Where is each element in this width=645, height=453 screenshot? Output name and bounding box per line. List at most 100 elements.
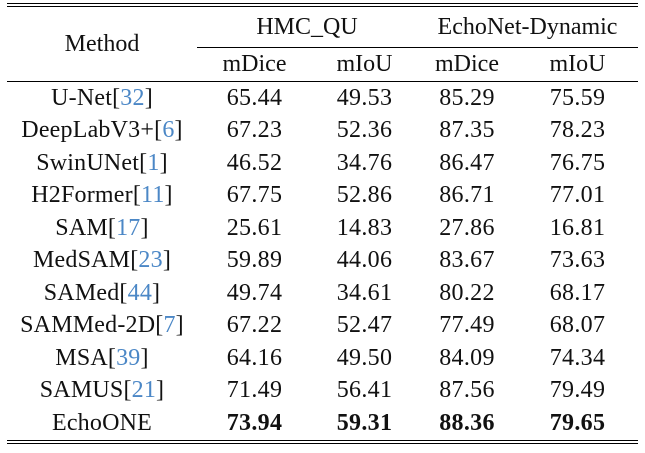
value-hmcqu-mdice: 46.52 [226, 149, 283, 176]
method-name: DeepLabV3+ [21, 117, 155, 144]
citation-link[interactable]: 44 [127, 279, 153, 306]
citation-bracket-close: ] [140, 214, 149, 241]
value-echonet-mdice: 80.22 [439, 279, 495, 306]
citation: [1] [139, 150, 168, 176]
method-cell: DeepLabV3+[6] [7, 115, 197, 148]
method-name: SAMMed-2D [20, 312, 156, 339]
citation-bracket-open: [ [112, 84, 121, 111]
value-hmcqu-mdice: 64.16 [226, 344, 283, 371]
value-hmcqu-miou: 14.83 [336, 214, 393, 241]
value-hmcqu-mdice: 67.23 [226, 117, 283, 144]
citation-bracket-close: ] [156, 377, 165, 404]
citation: [7] [155, 312, 184, 338]
value-hmcqu-mdice: 65.44 [226, 84, 283, 111]
citation-bracket-close: ] [164, 182, 173, 209]
method-cell: MSA[39] [7, 342, 197, 375]
value-echonet-miou: 76.75 [549, 149, 606, 176]
value-echonet-mdice: 85.29 [439, 84, 495, 111]
value-echonet-mdice: 88.36 [439, 409, 495, 436]
citation-bracket-close: ] [174, 117, 183, 144]
col-header-hmcqu-mdice: mDice [197, 47, 312, 82]
table-header: Method HMC_QU EchoNet-Dynamic mDice mIoU… [7, 5, 638, 82]
col-header-echonet-miou: mIoU [517, 47, 638, 82]
citation: [21] [123, 377, 164, 403]
method-name: SAMUS [39, 377, 124, 404]
value-echonet-mdice: 87.56 [439, 377, 495, 404]
citation-link[interactable]: 7 [163, 312, 176, 339]
value-echonet-miou: 78.23 [549, 117, 606, 144]
table-row: EchoONE 73.94 59.31 88.36 79.65 [7, 407, 638, 442]
value-hmcqu-miou: 49.50 [336, 344, 393, 371]
citation: [6] [154, 117, 183, 143]
value-hmcqu-miou: 52.47 [336, 312, 393, 339]
col-group-hmc-qu: HMC_QU [197, 5, 417, 48]
value-hmcqu-miou: 44.06 [336, 247, 393, 274]
citation-link[interactable]: 17 [116, 214, 141, 241]
table-body: U-Net[32] 65.44 49.53 85.29 75.59 DeepLa… [7, 82, 638, 442]
value-hmcqu-miou: 34.76 [336, 149, 393, 176]
value-echonet-mdice: 87.35 [439, 117, 495, 144]
table-row: SAMed[44] 49.74 34.61 80.22 68.17 [7, 277, 638, 310]
value-echonet-mdice: 83.67 [439, 247, 495, 274]
table-row: MSA[39] 64.16 49.50 84.09 74.34 [7, 342, 638, 375]
table-row: DeepLabV3+[6] 67.23 52.36 87.35 78.23 [7, 115, 638, 148]
value-echonet-miou: 77.01 [549, 182, 606, 209]
value-echonet-mdice: 77.49 [439, 312, 495, 339]
value-echonet-miou: 75.59 [549, 84, 606, 111]
value-hmcqu-miou: 52.86 [336, 182, 393, 209]
value-hmcqu-miou: 52.36 [336, 117, 393, 144]
results-table: Method HMC_QU EchoNet-Dynamic mDice mIoU… [7, 3, 638, 444]
citation-link[interactable]: 21 [131, 377, 157, 404]
value-echonet-miou: 74.34 [549, 344, 606, 371]
method-name: EchoONE [51, 409, 153, 436]
value-echonet-miou: 68.07 [549, 312, 606, 339]
table-row: SAMMed-2D[7] 67.22 52.47 77.49 68.07 [7, 310, 638, 343]
header-sub-row: mDice mIoU mDice mIoU [7, 47, 638, 82]
value-hmcqu-miou: 49.53 [336, 84, 393, 111]
col-header-echonet-mdice: mDice [417, 47, 517, 82]
citation-bracket-open: [ [107, 214, 117, 241]
citation: [11] [133, 182, 173, 208]
col-header-method: Method [7, 5, 197, 82]
value-hmcqu-miou: 34.61 [336, 279, 393, 306]
method-cell: H2Former[11] [7, 180, 197, 213]
value-echonet-miou: 16.81 [549, 214, 606, 241]
value-echonet-mdice: 27.86 [439, 214, 495, 241]
citation-bracket-open: [ [155, 312, 164, 339]
citation-bracket-close: ] [159, 149, 168, 176]
table-row: SwinUNet[1] 46.52 34.76 86.47 76.75 [7, 147, 638, 180]
citation: [32] [112, 85, 153, 111]
header-group-row: Method HMC_QU EchoNet-Dynamic [7, 5, 638, 82]
value-echonet-mdice: 86.71 [439, 182, 495, 209]
value-echonet-miou: 73.63 [549, 247, 606, 274]
value-hmcqu-mdice: 67.75 [226, 182, 283, 209]
method-cell: SAMMed-2D[7] [7, 310, 197, 343]
citation-bracket-open: [ [119, 279, 128, 306]
value-echonet-mdice: 86.47 [439, 149, 495, 176]
citation-link[interactable]: 6 [162, 117, 175, 144]
method-name: MedSAM [32, 247, 131, 274]
value-hmcqu-miou: 56.41 [336, 377, 393, 404]
citation-link[interactable]: 1 [147, 149, 160, 176]
method-cell: SAM[17] [7, 212, 197, 245]
citation-link[interactable]: 32 [120, 84, 145, 111]
value-hmcqu-miou: 59.31 [336, 409, 393, 436]
method-name: H2Former [31, 182, 133, 209]
citation-bracket-close: ] [140, 344, 149, 371]
col-header-hmcqu-miou: mIoU [312, 47, 417, 82]
citation-link[interactable]: 23 [138, 247, 163, 274]
method-name: SAM [55, 214, 108, 241]
value-hmcqu-mdice: 73.94 [226, 409, 283, 436]
citation-link[interactable]: 11 [141, 182, 165, 209]
value-hmcqu-mdice: 49.74 [226, 279, 283, 306]
value-echonet-miou: 79.49 [549, 377, 606, 404]
citation-bracket-open: [ [130, 247, 139, 274]
method-cell: EchoONE [7, 407, 197, 442]
value-hmcqu-mdice: 59.89 [226, 247, 283, 274]
table-row: U-Net[32] 65.44 49.53 85.29 75.59 [7, 82, 638, 115]
citation-bracket-open: [ [154, 117, 163, 144]
citation-link[interactable]: 39 [116, 344, 141, 371]
value-hmcqu-mdice: 71.49 [226, 377, 283, 404]
citation-bracket-open: [ [123, 377, 132, 404]
